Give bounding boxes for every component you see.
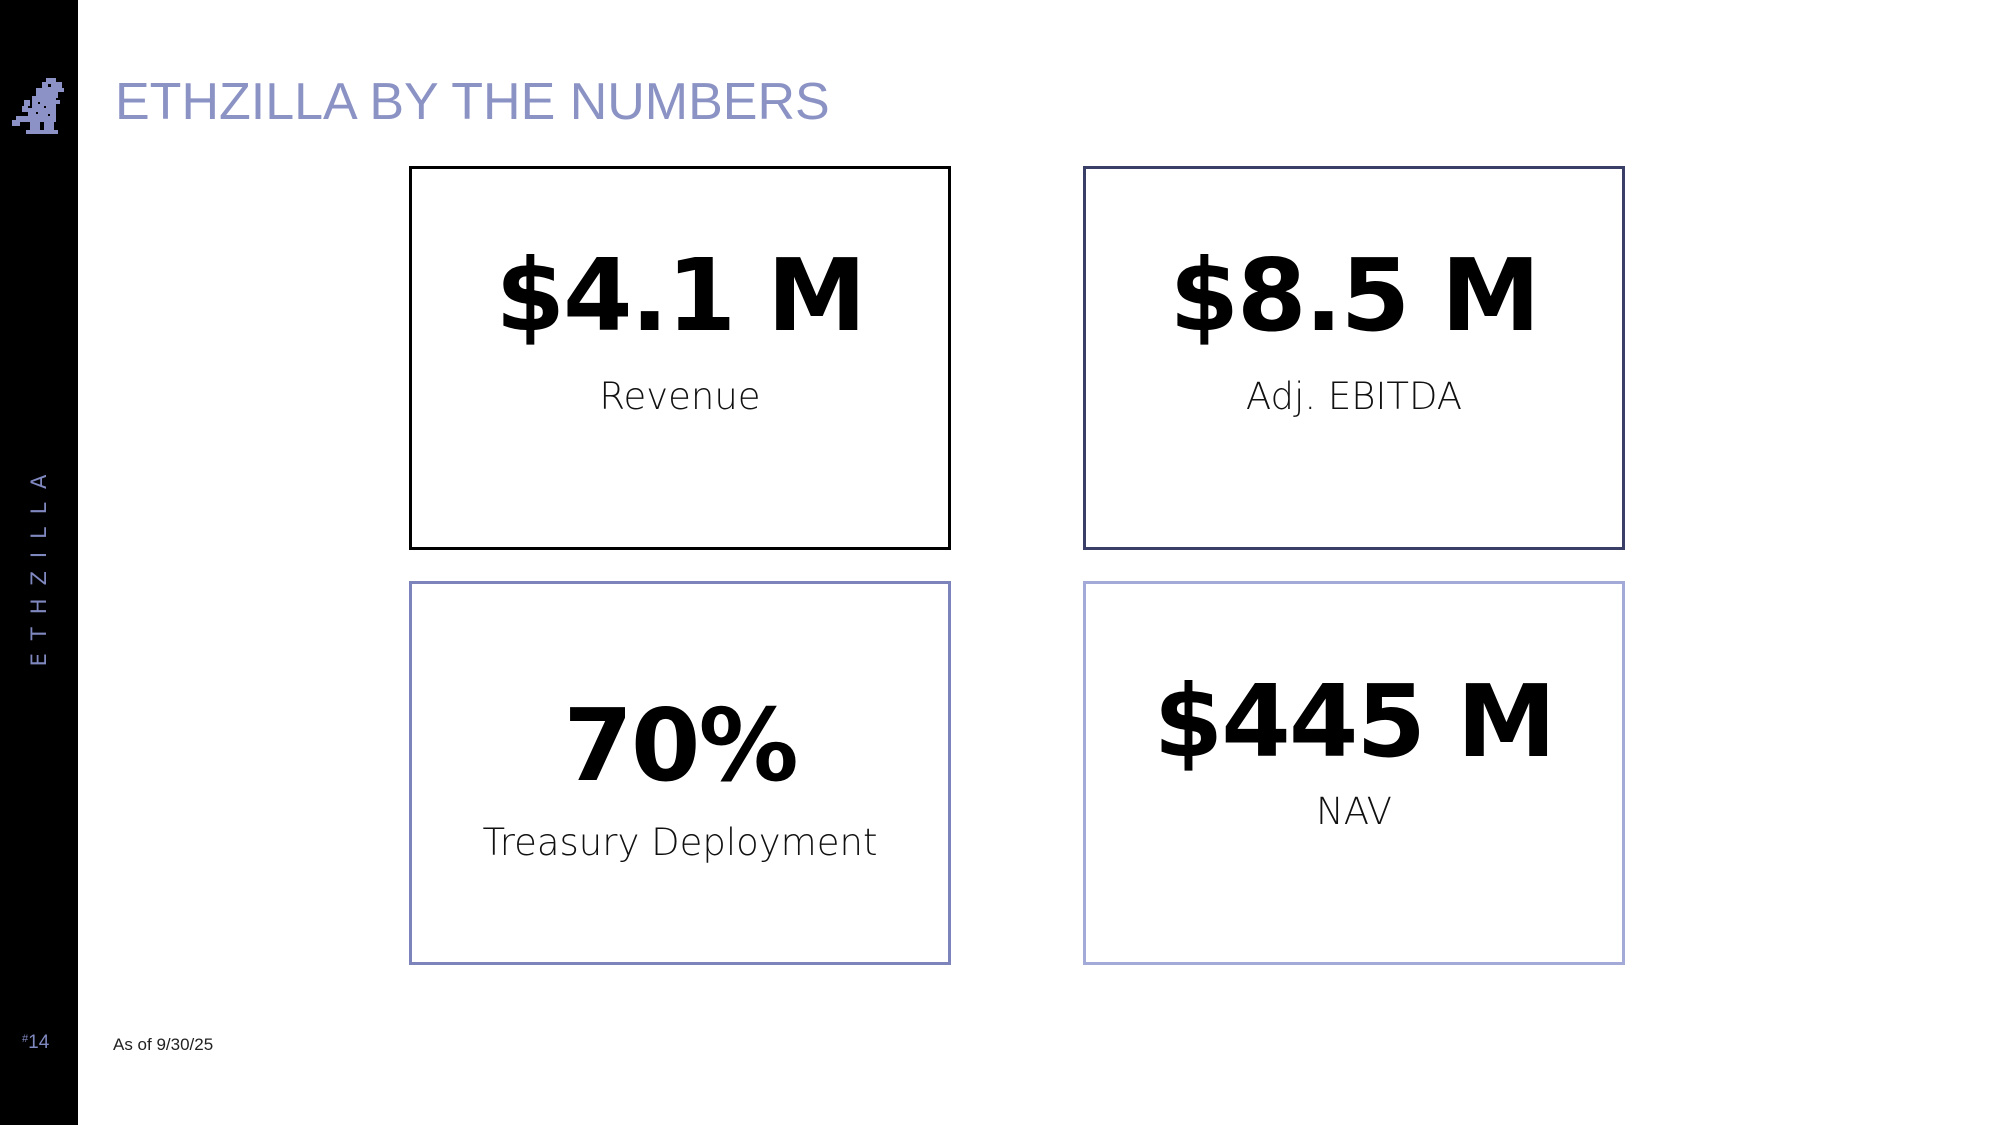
metric-label: Adj. EBITDA	[1245, 375, 1463, 418]
metric-label: NAV	[1316, 790, 1392, 833]
sidebar: ETHZILLA #14	[0, 0, 78, 1125]
brand-wordmark: ETHZILLA	[27, 461, 51, 667]
metric-value: $445 M	[1153, 663, 1557, 780]
metric-card-nav: $445 M NAV	[1083, 581, 1625, 965]
metric-card-treasury-deployment: 70% Treasury Deployment	[409, 581, 951, 965]
page-number-value: 14	[28, 1032, 50, 1053]
metric-card-adj-ebitda: $8.5 M Adj. EBITDA	[1083, 166, 1625, 550]
pixel-godzilla-icon	[12, 78, 64, 134]
metric-label: Treasury Deployment	[482, 821, 878, 864]
metric-value: $4.1 M	[495, 237, 866, 354]
metric-value: $8.5 M	[1169, 237, 1540, 354]
metric-value: 70%	[563, 687, 798, 804]
footnote: As of 9/30/25	[113, 1035, 214, 1054]
page-number: #14	[22, 1032, 49, 1054]
metric-card-revenue: $4.1 M Revenue	[409, 166, 951, 550]
page-number-mark: #	[22, 1033, 29, 1045]
metric-label: Revenue	[599, 375, 761, 418]
page-title: ETHZILLA BY THE NUMBERS	[115, 73, 830, 131]
